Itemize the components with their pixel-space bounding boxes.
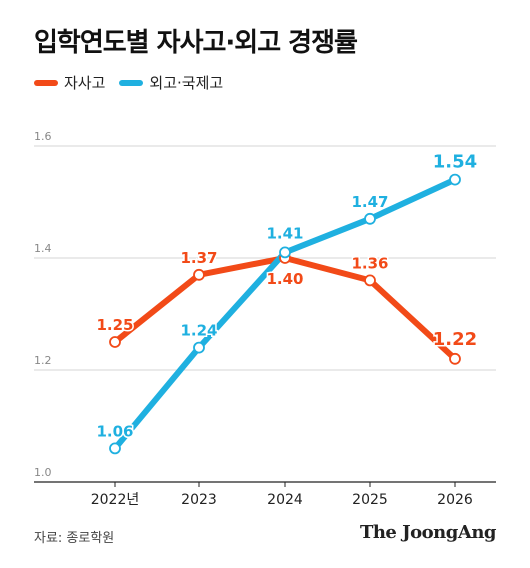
legend-swatch-foreign — [119, 79, 144, 86]
data-label-foreign: 1.24 — [180, 322, 217, 340]
x-tick-label: 2022년 — [91, 492, 140, 508]
chart-title: 입학연도별 자사고·외고 경쟁률 — [34, 28, 358, 58]
y-tick-label: 1.2 — [34, 354, 52, 367]
data-label-foreign: 1.41 — [266, 224, 303, 242]
data-label-foreign: 1.54 — [433, 152, 477, 173]
data-point-foreign — [279, 246, 291, 259]
y-tick-label: 1.4 — [34, 242, 52, 255]
data-point-foreign — [449, 173, 461, 186]
y-tick-label: 1.0 — [34, 466, 52, 479]
data-point-private — [109, 336, 121, 348]
source-note: 자료: 종로학원 — [34, 531, 115, 546]
legend-item-foreign: 외고·국제고 — [119, 72, 223, 93]
data-point-foreign — [109, 442, 121, 455]
legend-label-foreign: 외고·국제고 — [149, 74, 224, 92]
data-label-private: 1.37 — [180, 249, 217, 267]
data-label-private: 1.36 — [351, 254, 388, 272]
legend-swatch-private — [34, 79, 58, 86]
y-tick-label: 1.6 — [34, 130, 52, 143]
x-tick-label: 2025 — [352, 492, 388, 508]
data-label-foreign: 1.06 — [96, 422, 133, 440]
brand-logo: The JoongAng — [359, 522, 497, 543]
data-label-private: 1.25 — [96, 316, 133, 334]
data-point-private — [449, 352, 461, 365]
data-point-foreign — [364, 212, 376, 225]
data-point-private — [193, 268, 205, 281]
data-point-foreign — [193, 341, 205, 354]
legend-label-private: 자사고 — [64, 74, 106, 92]
line-chart: 1.0 1.2 1.4 1.6 2022년 2023 2024 2025 2026 1.25 1.3… — [34, 130, 496, 508]
x-tick-label: 2026 — [437, 492, 473, 508]
legend-item-private: 자사고 — [34, 72, 105, 93]
legend: 자사고 외고·국제고 — [34, 72, 223, 93]
data-label-foreign: 1.47 — [351, 193, 388, 211]
x-tick-label: 2023 — [181, 492, 217, 508]
data-label-private: 1.22 — [433, 329, 477, 350]
x-tick-label: 2024 — [267, 492, 303, 508]
data-label-private: 1.40 — [266, 270, 303, 288]
data-point-private — [364, 274, 376, 287]
